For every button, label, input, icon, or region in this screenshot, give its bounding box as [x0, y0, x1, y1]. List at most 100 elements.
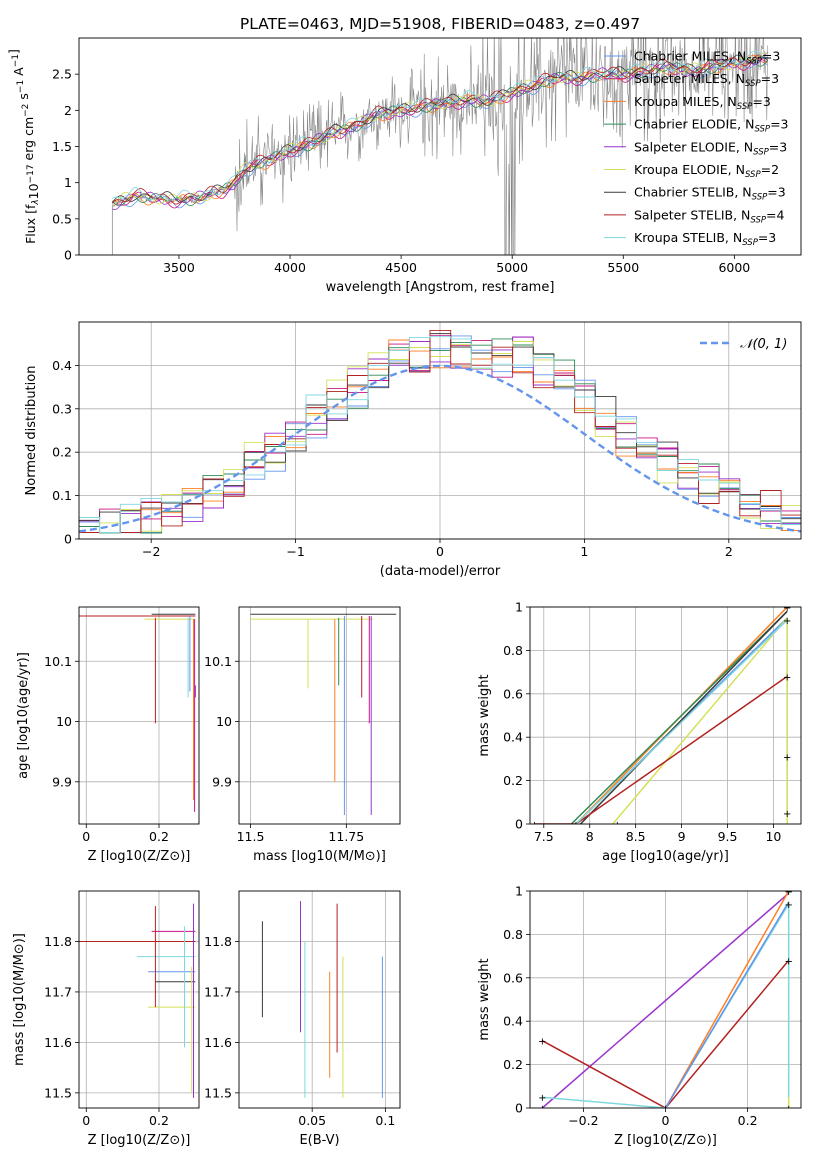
axes-frame — [529, 606, 802, 825]
y-tick-label: 11.7 — [204, 984, 232, 999]
axes-frame — [238, 606, 401, 825]
axes-frame — [529, 890, 802, 1109]
data-spectrum — [112, 38, 768, 255]
y-tick-label: 0 — [515, 1101, 523, 1116]
figure-title: PLATE=0463, MJD=51908, FIBERID=0483, z=0… — [240, 15, 640, 33]
y-tick-label: 11.8 — [204, 934, 232, 949]
axes-frame — [78, 37, 802, 256]
axes-frame — [78, 890, 200, 1109]
weight-marker: + — [783, 603, 791, 614]
x-tick-label: 0.2 — [738, 1113, 758, 1128]
x-tick-label: 4500 — [385, 260, 417, 275]
weight-marker: + — [538, 1037, 546, 1048]
y-tick-label: 0.6 — [503, 970, 523, 985]
model-kroupa-stelib — [112, 50, 768, 201]
x-tick-label: 0.1 — [375, 1113, 395, 1128]
weight-line — [664, 891, 790, 1108]
weight-marker: + — [572, 820, 580, 831]
x-tick-label: 11.5 — [237, 829, 265, 844]
weight-marker: + — [783, 753, 791, 764]
x-axis-label: E(B-V) — [299, 1133, 339, 1148]
plot-area — [111, 38, 769, 255]
legend-label: Kroupa ELODIE, NSSP=2 — [634, 162, 779, 180]
y-tick-label: 0.4 — [503, 1014, 523, 1029]
legend-label: Kroupa MILES, NSSP=3 — [634, 94, 771, 112]
weight-line — [541, 959, 790, 1108]
y-tick-label: 1.5 — [52, 139, 72, 154]
y-tick-label: 2.5 — [52, 67, 72, 82]
x-tick-label: −2 — [142, 544, 160, 559]
gaussian-curve — [79, 364, 801, 533]
x-axis-label: (data-model)/error — [380, 564, 501, 579]
legend-label: Salpeter MILES, NSSP=3 — [634, 71, 779, 89]
x-tick-label: 5000 — [496, 260, 528, 275]
legend: Chabrier MILES, NSSP=3 Salpeter MILES, NS… — [604, 49, 789, 248]
x-tick-label: 9 — [678, 829, 686, 844]
weight-marker: + — [784, 956, 792, 967]
legend-label: Chabrier ELODIE, NSSP=3 — [634, 117, 789, 135]
weight-marker: + — [784, 1104, 792, 1115]
x-tick-label: −0.2 — [568, 1113, 598, 1128]
y-tick-label: 0.4 — [503, 730, 523, 745]
weight-marker: + — [613, 820, 621, 831]
axes-mass_weight_vs_Z: +++ +++++−0.2 0 0.200.20.40.60.81Z [log10(Z… — [477, 884, 802, 1148]
histogram-kroupa-stelib — [79, 336, 801, 533]
y-tick-label: 0 — [64, 532, 72, 547]
axes-residuals: −2 −1 0 1 2 0 0.1 0.2 0.3 0.4 (data-model)/error No… — [24, 321, 802, 579]
grid — [79, 322, 801, 540]
axes-mass_vs_ebv: 0.05 0.1 11.5 11.6 11.7 11.8 E(B-V) — [204, 890, 401, 1148]
x-tick-label: 8.5 — [626, 829, 646, 844]
x-tick-label: 6000 — [718, 260, 750, 275]
x-tick-label: 2 — [725, 544, 733, 559]
axes-age_vs_Z: 0 0.2 9.9 10 10.1 Z [log10(Z/Z⊙)] age [log10(a… — [16, 606, 200, 864]
plot-area — [79, 613, 196, 812]
grid — [239, 891, 400, 1108]
model-chabrier-elodie — [112, 57, 769, 207]
weight-line — [664, 901, 790, 1108]
y-tick-label: 0.2 — [52, 445, 72, 460]
y-tick-label: 10 — [56, 714, 72, 729]
x-tick-label: 9.5 — [718, 829, 738, 844]
y-tick-label: 10.1 — [44, 654, 72, 669]
grid — [530, 890, 801, 1109]
y-tick-label: 2 — [64, 103, 72, 118]
y-tick-label: 10.1 — [204, 654, 232, 669]
plot-area — [261, 901, 383, 1098]
y-tick-label: 11.5 — [44, 1085, 72, 1100]
x-tick-label: 0.2 — [149, 829, 169, 844]
x-axis-label: Z [log10(Z/Z⊙)] — [88, 1133, 191, 1148]
grid — [239, 607, 400, 824]
grid — [79, 607, 199, 824]
y-tick-label: 11.7 — [44, 984, 72, 999]
x-tick-label: 1 — [580, 544, 588, 559]
weight-marker: + — [783, 809, 791, 820]
y-axis-label: Flux [fλ10−17 erg cm−2 s−1 A−1] — [6, 49, 41, 244]
y-tick-label: 1 — [515, 600, 523, 615]
weight-line — [575, 619, 788, 824]
plot-area — [250, 613, 397, 815]
x-tick-label: 8 — [586, 829, 594, 844]
legend-label: Chabrier STELIB, NSSP=3 — [634, 185, 786, 203]
x-tick-label: 10 — [765, 829, 781, 844]
weight-marker: + — [530, 820, 538, 831]
model-salpeter-elodie — [112, 52, 768, 211]
y-tick-label: 0 — [515, 817, 523, 832]
weight-marker: + — [784, 900, 792, 911]
y-tick-label: 0.5 — [52, 211, 72, 226]
y-tick-label: 0.1 — [52, 488, 72, 503]
y-tick-label: 11.6 — [204, 1035, 232, 1050]
x-axis-label: wavelength [Angstrom, rest frame] — [326, 280, 555, 295]
legend-label: Salpeter STELIB, NSSP=4 — [634, 207, 784, 225]
y-axis-label: age [log10(age/yr)] — [16, 652, 31, 779]
x-tick-label: 0 — [82, 1113, 90, 1128]
model-kroupa-elodie — [112, 52, 768, 208]
x-tick-label: 0 — [436, 544, 444, 559]
weight-line — [570, 610, 788, 824]
y-tick-label: 11.5 — [204, 1085, 232, 1100]
x-tick-label: 0.05 — [298, 1113, 326, 1128]
legend-label: Salpeter ELODIE, NSSP=3 — [634, 139, 787, 157]
weight-marker: + — [538, 1093, 546, 1104]
x-axis-label: age [log10(age/yr)] — [602, 849, 729, 864]
y-axis-label: mass weight — [477, 674, 492, 756]
y-tick-label: 0 — [64, 248, 72, 263]
